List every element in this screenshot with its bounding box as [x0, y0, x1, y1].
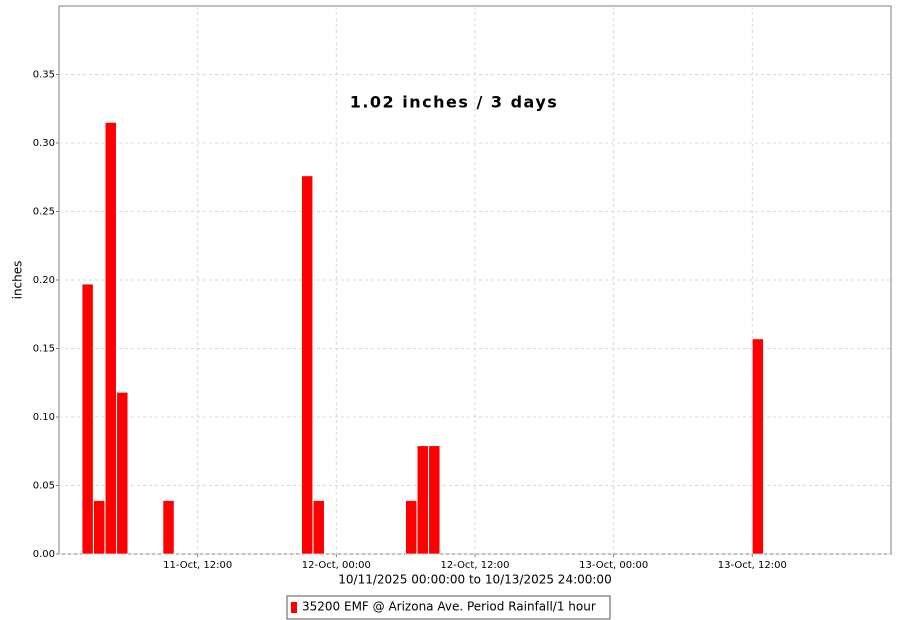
x-tick-label: 13-Oct, 12:00 — [718, 560, 787, 571]
legend — [286, 595, 611, 620]
y-tick-label: 0.20 — [33, 275, 55, 286]
bar — [93, 500, 106, 555]
x-tick-label: 13-Oct, 00:00 — [579, 560, 648, 571]
chart-title: 1.02 inches / 3 days — [350, 93, 559, 112]
legend-label: 35200 EMF @ Arizona Ave. Period Rainfall… — [302, 600, 596, 614]
y-tick-label: 0.30 — [33, 138, 55, 149]
y-tick-label: 0.05 — [33, 481, 55, 492]
y-tick-label: 0.15 — [33, 344, 55, 355]
x-tick-label: 12-Oct, 00:00 — [302, 560, 371, 571]
bar — [301, 175, 314, 555]
bar — [116, 392, 129, 555]
bar — [405, 500, 418, 555]
bar — [428, 445, 441, 555]
x-tick-label: 11-Oct, 12:00 — [163, 560, 232, 571]
x-axis-label: 10/11/2025 00:00:00 to 10/13/2025 24:00:… — [338, 573, 611, 587]
y-tick-label: 0.25 — [33, 207, 55, 218]
bar — [104, 122, 117, 555]
legend-swatch — [291, 602, 297, 613]
y-tick-label: 0.00 — [33, 549, 55, 560]
bar — [162, 500, 175, 555]
bar — [312, 500, 325, 555]
y-axis-label: inches — [11, 261, 25, 300]
x-tick-label: 12-Oct, 12:00 — [440, 560, 509, 571]
y-tick-label: 0.35 — [33, 70, 55, 81]
y-tick-label: 0.10 — [33, 412, 55, 423]
bar — [752, 338, 764, 555]
bar — [81, 283, 94, 555]
bar — [416, 445, 429, 555]
